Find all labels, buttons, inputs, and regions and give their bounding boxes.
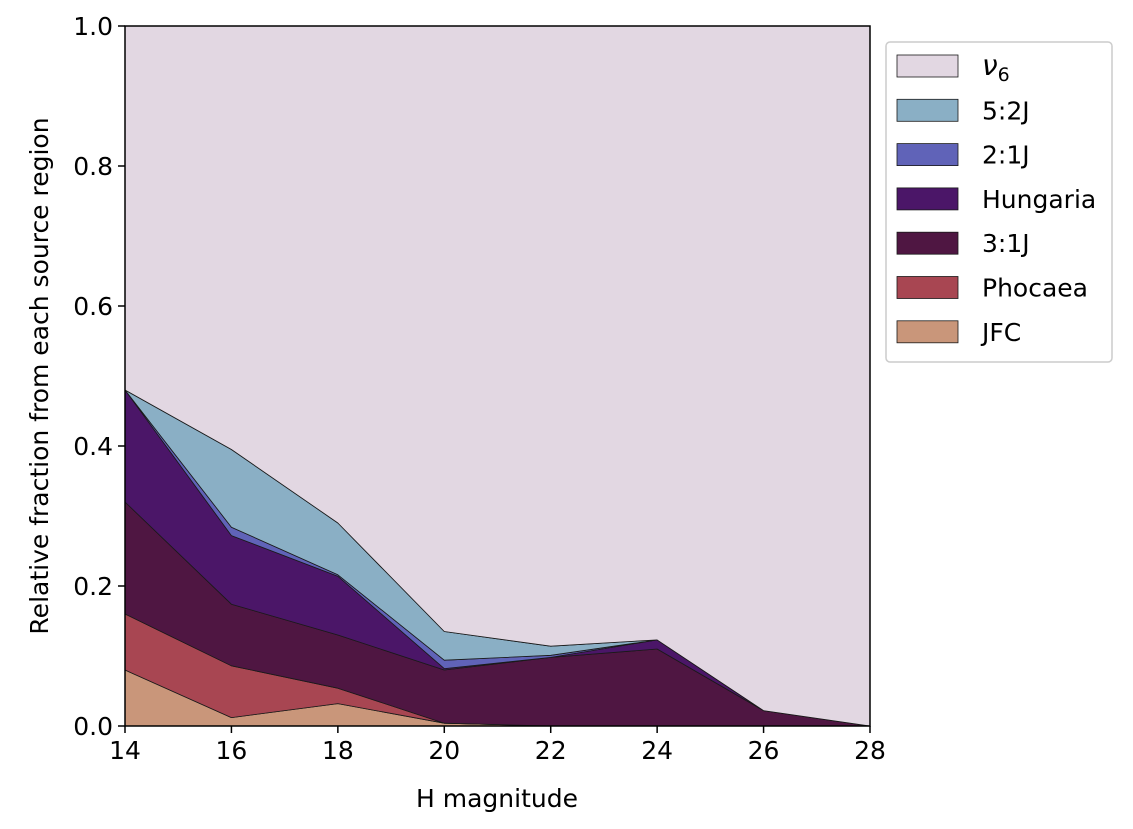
x-tick-label: 16 <box>216 736 248 765</box>
areas-layer <box>124 25 871 727</box>
x-tick-label: 18 <box>322 736 354 765</box>
legend-label: Hungaria <box>982 185 1096 214</box>
y-axis-label: Relative fraction from each source regio… <box>25 117 54 634</box>
legend-swatch <box>896 231 959 255</box>
legend-swatch <box>896 143 959 167</box>
x-axis-ticks: 14 16 18 20 22 24 26 28 <box>109 726 886 765</box>
legend-label: ν6 <box>982 49 1010 86</box>
y-axis-ticks: 0.0 0.2 0.4 0.6 0.8 1.0 <box>73 12 125 741</box>
legend-label: Phocaea <box>982 274 1088 303</box>
x-tick-label: 22 <box>535 736 567 765</box>
y-tick-label: 0.6 <box>73 292 113 321</box>
plot-frame <box>124 25 871 727</box>
legend-swatch <box>896 187 959 211</box>
y-tick-label: 0.0 <box>73 712 113 741</box>
legend-swatch <box>896 276 959 299</box>
legend-label: 3:1J <box>982 229 1030 258</box>
y-tick-label: 0.2 <box>73 572 113 601</box>
x-tick-label: 20 <box>428 736 460 765</box>
x-axis-label: H magnitude <box>416 784 578 813</box>
y-tick-label: 0.4 <box>73 432 113 461</box>
x-tick-label: 26 <box>748 736 780 765</box>
legend: ν6 5:2J 2:1J Hungaria 3:1J Phocaea JFC <box>885 41 1113 363</box>
y-tick-label: 1.0 <box>73 12 113 41</box>
x-tick-label: 28 <box>854 736 886 765</box>
y-tick-label: 0.8 <box>73 152 113 181</box>
legend-label: JFC <box>980 318 1021 347</box>
legend-swatch <box>896 320 959 344</box>
legend-entries: ν6 5:2J 2:1J Hungaria 3:1J Phocaea JFC <box>896 49 1096 347</box>
x-tick-label: 14 <box>109 736 141 765</box>
legend-label: 5:2J <box>982 96 1030 125</box>
legend-label: 2:1J <box>982 141 1030 170</box>
legend-swatch <box>896 54 959 78</box>
x-tick-label: 24 <box>641 736 673 765</box>
legend-swatch <box>896 98 959 122</box>
